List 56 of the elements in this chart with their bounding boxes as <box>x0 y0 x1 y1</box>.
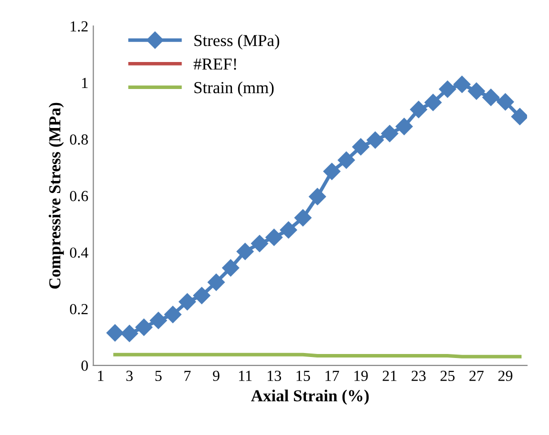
point <box>208 274 225 291</box>
y-tick-label: 1.2 <box>70 21 88 32</box>
point <box>323 162 340 180</box>
point <box>294 209 312 226</box>
point <box>366 131 384 149</box>
point <box>251 234 268 252</box>
point <box>496 93 514 110</box>
x-tick-label: 7 <box>184 370 191 381</box>
point <box>453 76 471 93</box>
point <box>381 124 398 142</box>
point <box>280 221 298 239</box>
point <box>438 80 456 98</box>
point <box>120 324 138 342</box>
x-axis-title: Axial Strain (%) <box>251 390 369 405</box>
x-tick-label: 29 <box>498 370 512 382</box>
x-tick-label: 1 <box>98 370 104 381</box>
y-tick-label: 0.2 <box>70 304 88 314</box>
point <box>150 312 167 329</box>
y-tick-label: 0 <box>81 360 88 371</box>
x-tick-label: 5 <box>155 370 162 382</box>
point <box>106 324 124 342</box>
point <box>424 94 442 111</box>
point <box>308 188 326 206</box>
x-tick-label: 21 <box>382 370 396 381</box>
x-tick-label: 27 <box>469 370 484 381</box>
point <box>265 228 283 246</box>
point <box>338 152 355 169</box>
x-tick-label: 15 <box>296 370 310 382</box>
point <box>193 287 210 304</box>
point <box>236 242 254 260</box>
x-tick-label: 9 <box>212 370 220 382</box>
x-tick-label: 19 <box>354 370 368 382</box>
x-tick-label: 25 <box>440 370 455 382</box>
legend-label: Stress (MPa) <box>194 34 280 50</box>
point <box>410 100 428 118</box>
point <box>135 318 152 336</box>
x-tick-label: 23 <box>412 370 426 382</box>
point <box>178 293 196 310</box>
y-tick-label: 1 <box>82 78 88 88</box>
legend-label: Strain (mm) <box>194 82 274 97</box>
point <box>396 118 413 136</box>
x-tick-label: 17 <box>326 370 340 381</box>
y-tick-label: 0.8 <box>70 134 88 145</box>
x-tick-label: 3 <box>126 370 133 382</box>
point <box>468 82 485 100</box>
point <box>511 108 528 126</box>
y-axis-title: Compressive Stress (MPa) <box>48 102 64 289</box>
point <box>222 259 240 276</box>
point <box>482 88 500 106</box>
y-tick-label: 0.6 <box>70 190 88 202</box>
y-tick-label: 0.4 <box>70 247 88 258</box>
point <box>352 138 370 156</box>
point <box>164 306 182 324</box>
x-tick-label: 11 <box>239 370 252 381</box>
x-tick-label: 13 <box>268 370 282 382</box>
legend-label: #REF! <box>194 58 236 70</box>
